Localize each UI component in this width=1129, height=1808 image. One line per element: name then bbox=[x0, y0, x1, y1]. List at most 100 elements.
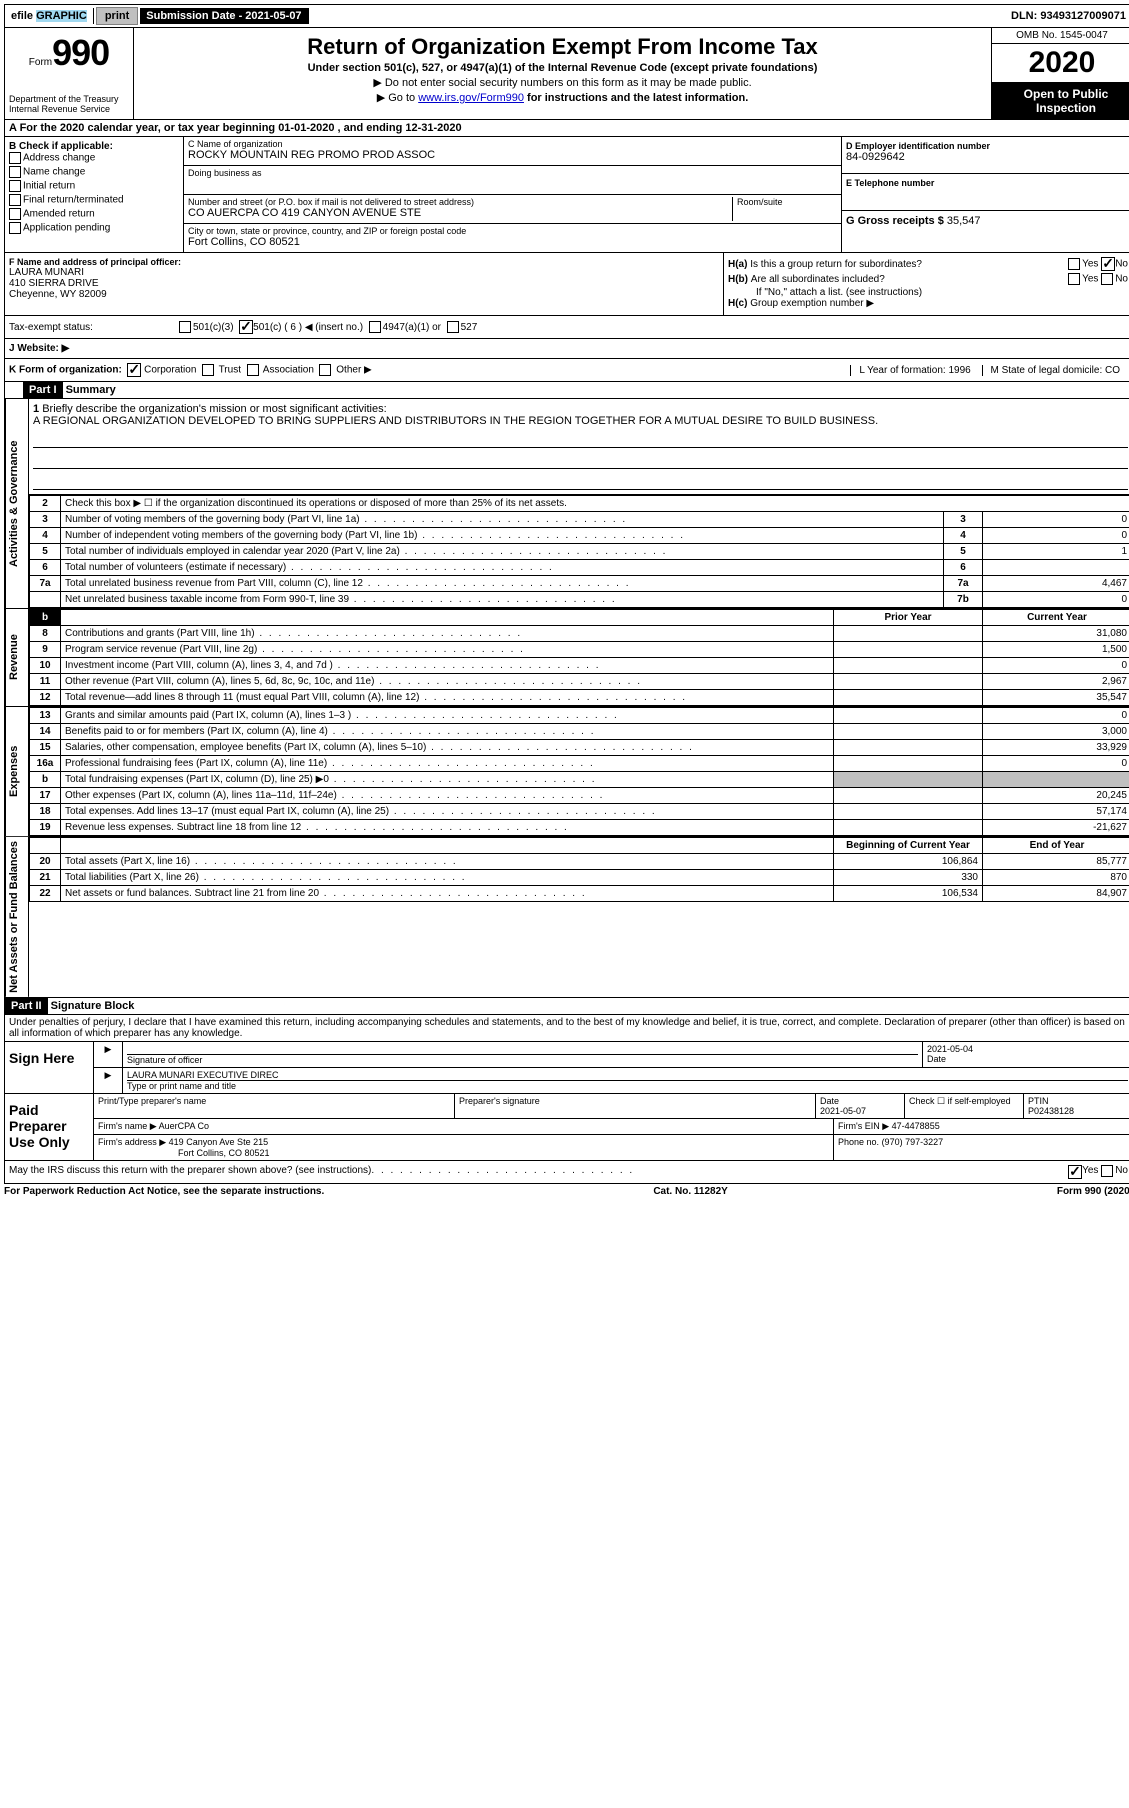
officer-street: 410 SIERRA DRIVE bbox=[9, 278, 719, 289]
table-row: 6Total number of volunteers (estimate if… bbox=[30, 560, 1129, 576]
table-row: 11Other revenue (Part VIII, column (A), … bbox=[30, 674, 1129, 690]
sig-officer-label: Signature of officer bbox=[127, 1055, 918, 1065]
officer-name-title: LAURA MUNARI EXECUTIVE DIREC bbox=[127, 1070, 279, 1080]
city-value: Fort Collins, CO 80521 bbox=[188, 236, 837, 248]
chk-corp[interactable] bbox=[127, 363, 141, 377]
chk-501c3[interactable] bbox=[179, 321, 191, 333]
check-name-change[interactable]: Name change bbox=[9, 166, 179, 178]
chk-assoc[interactable] bbox=[247, 364, 259, 376]
chk-trust[interactable] bbox=[202, 364, 214, 376]
form-number-box: Form990 Department of the Treasury Inter… bbox=[5, 28, 134, 119]
print-button[interactable]: print bbox=[96, 7, 138, 25]
phone-label: E Telephone number bbox=[846, 178, 1128, 188]
discuss-question: May the IRS discuss this return with the… bbox=[9, 1165, 371, 1179]
table-row: 12Total revenue—add lines 8 through 11 (… bbox=[30, 690, 1129, 706]
part-1: Part I Summary bbox=[4, 382, 1129, 399]
table-row: 3Number of voting members of the governi… bbox=[30, 512, 1129, 528]
hb-label: H(b) bbox=[728, 274, 748, 285]
mission-text: A REGIONAL ORGANIZATION DEVELOPED TO BRI… bbox=[33, 415, 878, 427]
footer-left: For Paperwork Reduction Act Notice, see … bbox=[4, 1186, 324, 1197]
discuss-no[interactable] bbox=[1101, 1165, 1113, 1177]
ha-yes[interactable] bbox=[1068, 258, 1080, 270]
firm-ein: 47-4478855 bbox=[892, 1121, 940, 1131]
part-1-governance: Activities & Governance 1 Briefly descri… bbox=[4, 399, 1129, 609]
check-address-change[interactable]: Address change bbox=[9, 152, 179, 164]
governance-table: 2Check this box ▶ ☐ if the organization … bbox=[29, 495, 1129, 608]
check-amended[interactable]: Amended return bbox=[9, 208, 179, 220]
table-row: 16aProfessional fundraising fees (Part I… bbox=[30, 756, 1129, 772]
chk-other[interactable] bbox=[319, 364, 331, 376]
tax-year: 2020 bbox=[992, 44, 1129, 83]
footer: For Paperwork Reduction Act Notice, see … bbox=[4, 1184, 1129, 1199]
form-subtitle-1: Under section 501(c), 527, or 4947(a)(1)… bbox=[138, 62, 987, 74]
city-label: City or town, state or province, country… bbox=[188, 226, 837, 236]
dept-label: Department of the Treasury Internal Reve… bbox=[9, 94, 129, 114]
section-c: C Name of organization ROCKY MOUNTAIN RE… bbox=[184, 137, 842, 252]
dba-label: Doing business as bbox=[188, 168, 837, 178]
expenses-table: 13Grants and similar amounts paid (Part … bbox=[29, 707, 1129, 836]
main-info-block: B Check if applicable: Address change Na… bbox=[4, 137, 1129, 253]
vlabel-expenses: Expenses bbox=[5, 707, 29, 836]
revenue-table: bPrior YearCurrent Year 8Contributions a… bbox=[29, 609, 1129, 706]
name-title-label: Type or print name and title bbox=[127, 1081, 1128, 1091]
net-assets-table: Beginning of Current YearEnd of Year 20T… bbox=[29, 837, 1129, 902]
table-row: 4Number of independent voting members of… bbox=[30, 528, 1129, 544]
sig-date-label: Date bbox=[927, 1054, 1127, 1064]
state-domicile: M State of legal domicile: CO bbox=[982, 365, 1129, 376]
part-1-header: Part I bbox=[23, 382, 63, 398]
firm-addr1: 419 Canyon Ave Ste 215 bbox=[169, 1137, 268, 1147]
firm-phone: (970) 797-3227 bbox=[882, 1137, 944, 1147]
discuss-yes[interactable] bbox=[1068, 1165, 1082, 1179]
chk-501c[interactable] bbox=[239, 320, 253, 334]
h-note: If "No," attach a list. (see instruction… bbox=[756, 287, 1128, 298]
hb-no[interactable] bbox=[1101, 273, 1113, 285]
check-self-employed[interactable]: Check ☐ if self-employed bbox=[905, 1094, 1024, 1118]
check-pending[interactable]: Application pending bbox=[9, 222, 179, 234]
chk-527[interactable] bbox=[447, 321, 459, 333]
hb-yes[interactable] bbox=[1068, 273, 1080, 285]
table-row: 18Total expenses. Add lines 13–17 (must … bbox=[30, 804, 1129, 820]
row-fh: F Name and address of principal officer:… bbox=[4, 253, 1129, 316]
row-k: K Form of organization: Corporation Trus… bbox=[4, 359, 1129, 382]
table-row: 17Other expenses (Part IX, column (A), l… bbox=[30, 788, 1129, 804]
officer-label: F Name and address of principal officer: bbox=[9, 257, 719, 267]
table-row: 10Investment income (Part VIII, column (… bbox=[30, 658, 1129, 674]
org-name: ROCKY MOUNTAIN REG PROMO PROD ASSOC bbox=[188, 149, 837, 161]
open-public-badge: Open to Public Inspection bbox=[992, 83, 1129, 119]
ha-no[interactable] bbox=[1101, 257, 1115, 271]
row-a-tax-year: A For the 2020 calendar year, or tax yea… bbox=[4, 120, 1129, 137]
table-row: bTotal fundraising expenses (Part IX, co… bbox=[30, 772, 1129, 788]
section-h: H(a) Is this a group return for subordin… bbox=[724, 253, 1129, 315]
hc-question: Group exemption number ▶ bbox=[750, 298, 874, 309]
street-value: CO AUERCPA CO 419 CANYON AVENUE STE bbox=[188, 207, 728, 219]
table-row: 22Net assets or fund balances. Subtract … bbox=[30, 886, 1129, 902]
hc-label: H(c) bbox=[728, 298, 747, 309]
check-final-return[interactable]: Final return/terminated bbox=[9, 194, 179, 206]
vlabel-governance: Activities & Governance bbox=[5, 399, 29, 608]
ein-value: 84-0929642 bbox=[846, 151, 1128, 163]
irs-link[interactable]: www.irs.gov/Form990 bbox=[418, 92, 524, 104]
line-2: Check this box ▶ ☐ if the organization d… bbox=[61, 496, 1129, 512]
form-title-area: Return of Organization Exempt From Incom… bbox=[134, 28, 991, 119]
table-row: 8Contributions and grants (Part VIII, li… bbox=[30, 626, 1129, 642]
table-row: 5Total number of individuals employed in… bbox=[30, 544, 1129, 560]
line-1-label: Briefly describe the organization's miss… bbox=[42, 403, 386, 415]
gross-receipts-label: G Gross receipts $ bbox=[846, 215, 944, 227]
firm-name: AuerCPA Co bbox=[159, 1121, 209, 1131]
check-initial-return[interactable]: Initial return bbox=[9, 180, 179, 192]
year-box: OMB No. 1545-0047 2020 Open to Public In… bbox=[991, 28, 1129, 119]
part-1-net: Net Assets or Fund Balances Beginning of… bbox=[4, 837, 1129, 998]
form-number: 990 bbox=[52, 32, 109, 73]
chk-4947[interactable] bbox=[369, 321, 381, 333]
table-row: 14Benefits paid to or for members (Part … bbox=[30, 724, 1129, 740]
submission-date: Submission Date - 2021-05-07 bbox=[140, 8, 308, 24]
form-subtitle-3: Go to www.irs.gov/Form990 for instructio… bbox=[138, 91, 987, 104]
part-2-title: Signature Block bbox=[51, 1000, 135, 1012]
ein-label: D Employer identification number bbox=[846, 141, 1128, 151]
part-1-revenue: Revenue bPrior YearCurrent Year 8Contrib… bbox=[4, 609, 1129, 707]
section-de: D Employer identification number 84-0929… bbox=[842, 137, 1129, 252]
footer-right: Form 990 (2020) bbox=[1057, 1186, 1129, 1197]
gross-receipts-value: 35,547 bbox=[947, 215, 981, 227]
omb-number: OMB No. 1545-0047 bbox=[992, 28, 1129, 44]
table-row: Net unrelated business taxable income fr… bbox=[30, 592, 1129, 608]
